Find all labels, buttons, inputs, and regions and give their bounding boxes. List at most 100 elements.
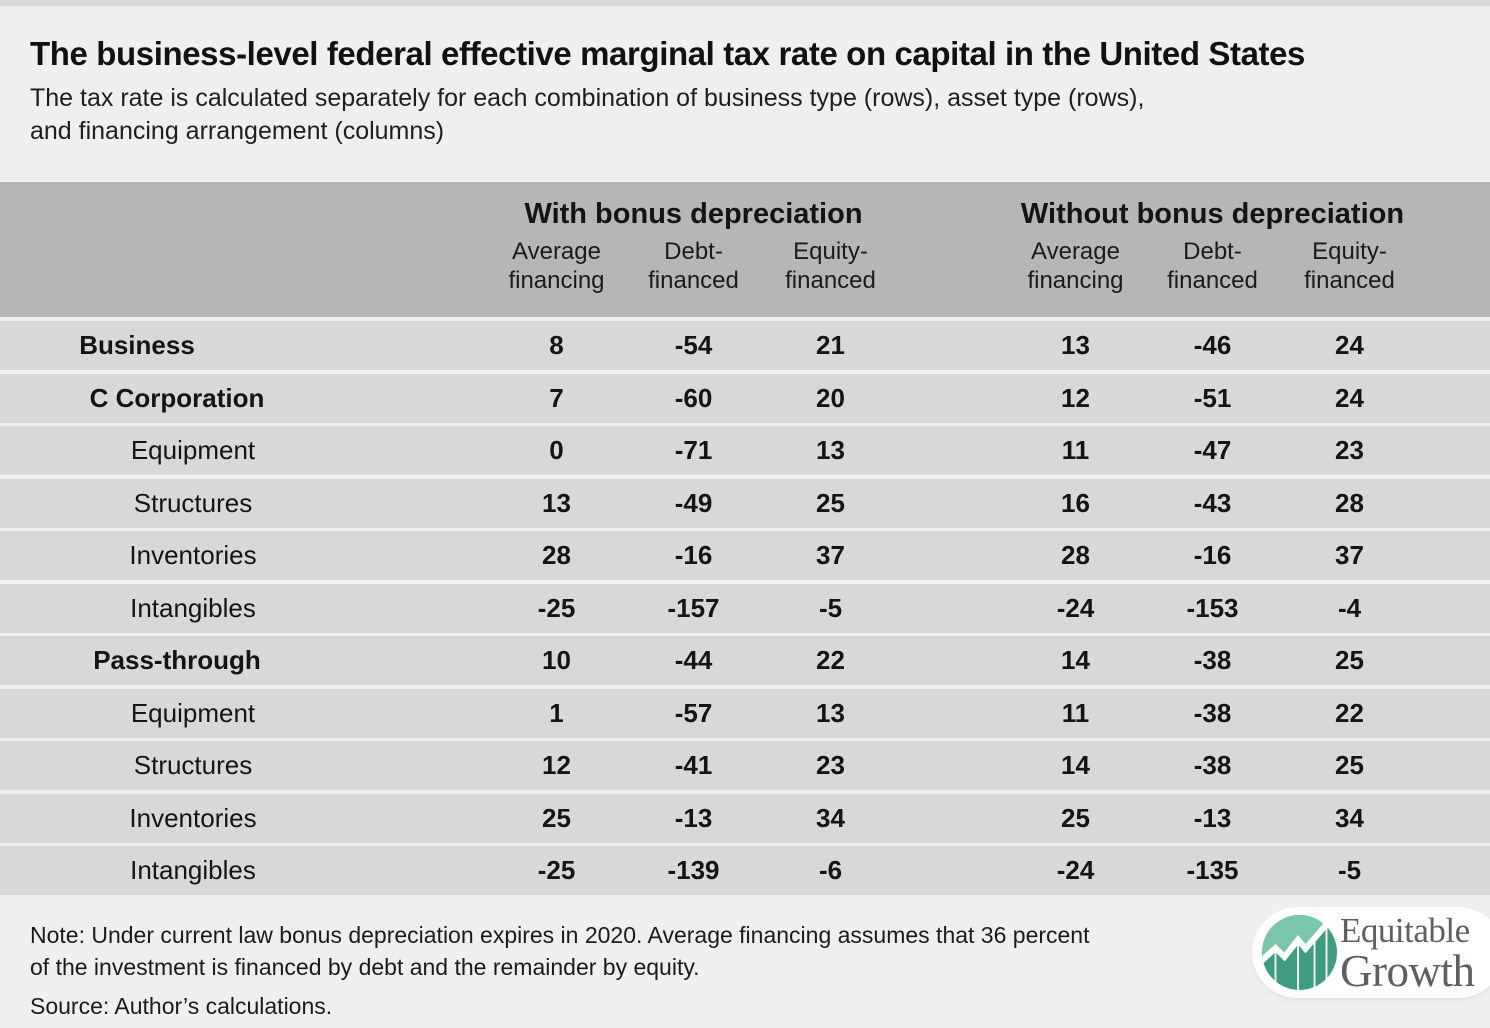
row-label: Equipment (130, 697, 256, 728)
cell: 20 (816, 382, 845, 413)
cell: -16 (674, 540, 713, 570)
cell: 16 (1061, 487, 1090, 518)
row-label: Equipment (130, 435, 256, 465)
cell: -71 (674, 435, 713, 465)
column-header-equity-financed: Equity- financed (1304, 238, 1395, 294)
cell: 34 (1335, 802, 1364, 833)
cell: -46 (1193, 330, 1232, 360)
cell: -57 (674, 697, 713, 728)
table-row-inventories: Inventories 25 -13 34 25 -13 34 (0, 793, 1490, 843)
cell: 13 (816, 435, 845, 465)
column-group-with-bonus: With bonus depreciation (524, 198, 863, 230)
cell: -5 (1337, 855, 1362, 885)
table-row-structures: Structures 13 -49 25 16 -43 28 (0, 478, 1490, 528)
cell: 24 (1335, 382, 1364, 413)
table-row-intangibles: Intangibles -25 -139 -6 -24 -135 -5 (0, 846, 1490, 895)
subtitle-line-2: and financing arrangement (columns) (30, 117, 445, 145)
cell: -51 (1193, 382, 1232, 413)
cell: 22 (1335, 697, 1364, 728)
subtitle-line-1: The tax rate is calculated separately fo… (30, 84, 1145, 112)
cell: 28 (542, 540, 571, 570)
cell: 14 (1061, 645, 1090, 675)
cell: -24 (1056, 855, 1095, 885)
column-header-debt-financed: Debt- financed (648, 238, 739, 294)
cell: -153 (1186, 592, 1239, 623)
source-text: Source: Author’s calculations. (30, 993, 333, 1019)
cell: -47 (1193, 435, 1232, 465)
cell: 11 (1061, 697, 1090, 728)
cell: -38 (1193, 750, 1232, 780)
row-label: Inventories (129, 802, 257, 833)
cell: 23 (1335, 435, 1364, 465)
table-header: With bonus depreciation Without bonus de… (0, 182, 1490, 317)
table-row-inventories: Inventories 28 -16 37 28 -16 37 (0, 531, 1490, 580)
cell: 13 (1061, 330, 1090, 360)
row-label: C Corporation (89, 382, 265, 413)
cell: -16 (1193, 540, 1232, 570)
cell: -13 (1193, 802, 1232, 833)
cell: 12 (1061, 382, 1090, 413)
cell: -5 (818, 592, 843, 623)
cell: 1 (549, 697, 564, 728)
column-header-average-financing: Average financing (1027, 238, 1124, 294)
cell: 22 (816, 645, 845, 675)
row-label: Business (79, 330, 195, 360)
cell: -44 (674, 645, 713, 675)
note-line-1: Note: Under current law bonus depreciati… (30, 922, 1090, 948)
cell: -135 (1186, 855, 1239, 885)
table-row-equipment: Equipment 0 -71 13 11 -47 23 (0, 426, 1490, 475)
cell: 28 (1335, 487, 1364, 518)
cell: -157 (667, 592, 720, 623)
cell: -24 (1056, 592, 1095, 623)
cell: 28 (1061, 540, 1090, 570)
cell: -60 (674, 382, 713, 413)
cell: 21 (816, 330, 845, 360)
growth-chart-icon (1262, 915, 1337, 990)
column-header-equity-financed: Equity- financed (785, 238, 876, 294)
cell: 0 (549, 435, 564, 465)
cell: 11 (1061, 435, 1090, 465)
table-body: Business 8 -54 21 13 -46 24 C Corporatio… (0, 321, 1490, 895)
cell: -139 (667, 855, 720, 885)
cell: 8 (549, 330, 564, 360)
table-row-pass-through: Pass-through 10 -44 22 14 -38 25 (0, 636, 1490, 685)
table-row-intangibles: Intangibles -25 -157 -5 -24 -153 -4 (0, 583, 1490, 633)
cell: -38 (1193, 645, 1232, 675)
row-label: Inventories (129, 540, 257, 570)
table-row-c-corporation: C Corporation 7 -60 20 12 -51 24 (0, 373, 1490, 423)
cell: 7 (549, 382, 564, 413)
cell: 23 (816, 750, 845, 780)
row-label: Intangibles (130, 592, 256, 623)
row-label: Structures (133, 487, 253, 518)
cell: 25 (1335, 750, 1364, 780)
table-row-business: Business 8 -54 21 13 -46 24 (0, 321, 1490, 370)
page-subtitle: The tax rate is calculated separately fo… (30, 82, 1460, 148)
equitable-growth-logo: Equitable Growth (1252, 907, 1490, 998)
cell: -38 (1193, 697, 1232, 728)
column-group-without-bonus: Without bonus depreciation (1020, 198, 1405, 230)
cell: 10 (542, 645, 571, 675)
cell: 13 (542, 487, 571, 518)
row-label: Intangibles (130, 855, 256, 885)
row-label: Pass-through (93, 645, 261, 675)
cell: 25 (1335, 645, 1364, 675)
cell: -25 (537, 855, 576, 885)
logo-line-2: Growth (1340, 946, 1475, 996)
cell: 14 (1061, 750, 1090, 780)
cell: 37 (1335, 540, 1364, 570)
cell: -6 (818, 855, 843, 885)
page-title: The business-level federal effective mar… (30, 35, 1306, 72)
column-header-average-financing: Average financing (508, 238, 605, 294)
logo-wordmark: Equitable Growth (1340, 911, 1475, 996)
note-text: Note: Under current law bonus depreciati… (30, 919, 1150, 983)
cell: 12 (542, 750, 571, 780)
cell: -4 (1337, 592, 1362, 623)
top-strip (0, 0, 1490, 6)
cell: 13 (816, 697, 845, 728)
cell: -43 (1193, 487, 1232, 518)
logo-line-1: Equitable (1340, 911, 1470, 950)
cell: -41 (674, 750, 713, 780)
cell: -49 (674, 487, 713, 518)
cell: 24 (1335, 330, 1364, 360)
column-header-debt-financed: Debt- financed (1167, 238, 1258, 294)
